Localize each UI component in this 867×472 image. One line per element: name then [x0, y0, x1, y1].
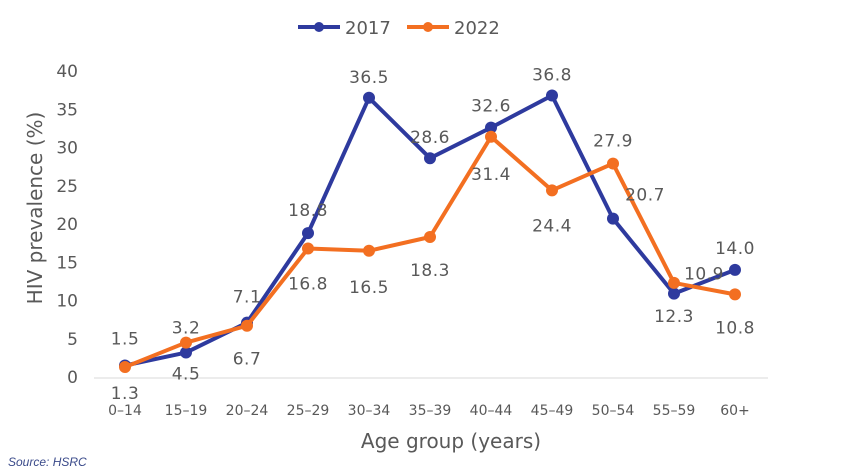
y-tick-label: 0 [67, 368, 78, 388]
point-2022 [424, 231, 436, 244]
data-label-2017: 20.7 [625, 186, 665, 206]
x-axis-title: Age group (years) [361, 429, 541, 453]
data-label-2017: 36.5 [349, 68, 389, 88]
data-label-2022: 4.5 [172, 365, 201, 385]
point-2017 [607, 212, 619, 225]
y-tick-label: 10 [56, 292, 78, 312]
point-2022 [363, 244, 375, 257]
point-2022 [668, 276, 680, 289]
y-axis-ticks: 0 5 10 15 20 25 30 35 40 [56, 62, 78, 388]
series-layer [119, 89, 741, 374]
point-2022 [485, 130, 497, 143]
y-tick-label: 25 [56, 177, 78, 197]
point-2022 [180, 336, 192, 349]
data-label-2017: 32.6 [471, 97, 511, 117]
x-tick-label: 35–39 [409, 403, 452, 419]
y-tick-label: 5 [67, 330, 78, 350]
data-label-2022: 31.4 [471, 165, 511, 185]
point-2017 [485, 121, 497, 134]
data-labels-layer: 1.5 3.2 7.1 18.8 36.5 28.6 32.6 36.8 20.7 10.9 14.… [111, 65, 755, 404]
data-label-2017: 28.6 [410, 128, 450, 148]
data-label-2022: 18.3 [410, 261, 450, 281]
y-tick-label: 20 [56, 215, 78, 235]
data-label-2017: 36.8 [532, 65, 572, 85]
point-2017 [180, 346, 192, 359]
legend-2022-marker [423, 22, 433, 32]
point-2017 [302, 227, 314, 240]
x-tick-label: 30–34 [348, 403, 391, 419]
data-label-2022: 12.3 [654, 307, 694, 327]
data-label-2022: 6.7 [233, 350, 262, 370]
point-2022 [241, 319, 253, 332]
y-tick-label: 15 [56, 253, 78, 273]
data-label-2022: 16.8 [288, 274, 328, 294]
point-2022 [119, 361, 131, 374]
data-label-2022: 1.3 [111, 384, 140, 404]
data-label-2022: 10.8 [715, 318, 755, 338]
legend-2017-marker [314, 22, 324, 32]
legend-2017-label: 2017 [345, 18, 391, 39]
x-axis-ticks: 0–14 15–19 20–24 25–29 30–34 35–39 40–44 45–49 5… [108, 403, 750, 419]
x-tick-label: 50–54 [592, 403, 635, 419]
y-tick-label: 30 [56, 139, 78, 159]
data-label-2017: 18.8 [288, 201, 328, 221]
y-axis-title: HIV prevalence (%) [23, 112, 47, 305]
point-2017 [668, 287, 680, 300]
legend: 2017 2022 [298, 18, 500, 39]
point-2022 [729, 288, 741, 301]
x-tick-label: 55–59 [653, 403, 696, 419]
point-2022 [546, 184, 558, 197]
x-tick-label: 15–19 [165, 403, 208, 419]
x-tick-label: 45–49 [531, 403, 574, 419]
y-tick-label: 40 [56, 62, 78, 82]
x-tick-label: 60+ [720, 403, 750, 419]
data-label-2017: 10.9 [684, 265, 724, 285]
source-note: Source: HSRC [8, 455, 87, 469]
x-tick-label: 0–14 [108, 403, 142, 419]
legend-2022-label: 2022 [454, 18, 500, 39]
x-tick-label: 25–29 [287, 403, 330, 419]
data-label-2022: 24.4 [532, 216, 572, 236]
data-label-2022: 27.9 [593, 132, 633, 152]
data-label-2022: 16.5 [349, 278, 389, 298]
data-label-2017: 3.2 [172, 319, 201, 339]
x-tick-label: 40–44 [470, 403, 513, 419]
point-2017 [546, 89, 558, 102]
data-label-2017: 14.0 [715, 239, 755, 259]
point-2022 [302, 242, 314, 255]
series-line-2022 [124, 134, 736, 369]
point-2017 [424, 152, 436, 165]
y-tick-label: 35 [56, 100, 78, 120]
x-tick-label: 20–24 [226, 403, 269, 419]
point-2022 [607, 157, 619, 170]
point-2017 [363, 91, 375, 104]
data-label-2017: 1.5 [111, 330, 140, 350]
data-label-2017: 7.1 [233, 288, 262, 308]
point-2017 [729, 263, 741, 276]
